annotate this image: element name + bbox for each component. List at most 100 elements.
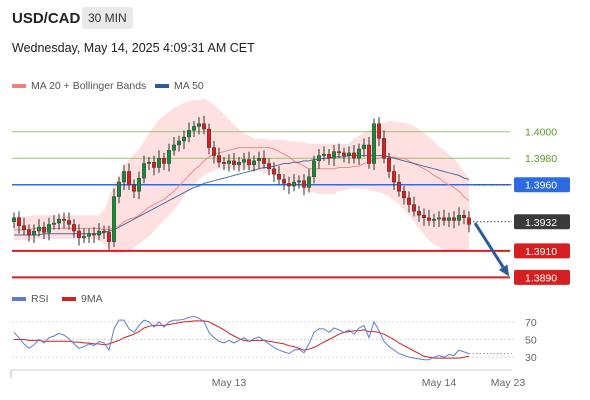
candle xyxy=(367,137,372,169)
candle xyxy=(307,168,312,193)
candle-body xyxy=(76,230,81,238)
candle xyxy=(116,176,121,204)
candle-body xyxy=(407,197,412,205)
candle-body xyxy=(62,218,67,221)
ma20-line xyxy=(14,147,470,231)
candle-body xyxy=(241,159,246,163)
rsi-tick-label: 70 xyxy=(525,317,537,329)
candle xyxy=(447,212,452,228)
candle-body xyxy=(166,150,171,164)
candle-body xyxy=(186,130,191,138)
candle-body xyxy=(86,233,91,237)
rsi-panel: 70 50 30 xyxy=(12,315,537,364)
candle xyxy=(186,122,191,143)
candle xyxy=(161,152,166,171)
candle xyxy=(106,225,111,250)
candle xyxy=(312,155,317,184)
candle-body xyxy=(91,233,96,236)
candle xyxy=(91,227,96,243)
candle-body xyxy=(447,217,452,221)
candle xyxy=(206,123,211,155)
rsi-tick-label: 50 xyxy=(525,335,537,347)
candles xyxy=(11,115,472,250)
candle-body xyxy=(377,123,382,139)
candle xyxy=(332,144,337,167)
candle-body xyxy=(327,154,332,159)
candle-body xyxy=(382,138,387,159)
candle-body xyxy=(452,217,457,221)
candle-body xyxy=(412,204,417,212)
candle-body xyxy=(367,144,372,164)
candle-body xyxy=(226,160,231,164)
candle xyxy=(402,186,407,205)
candle xyxy=(417,205,422,222)
candle xyxy=(347,146,352,164)
candle-body xyxy=(292,181,297,187)
candle xyxy=(81,228,86,243)
candle xyxy=(196,117,201,135)
resistance-label: 1.4000 xyxy=(525,127,557,139)
candle-body xyxy=(442,217,447,221)
datetime-label: Wednesday, May 14, 2025 4:09:31 AM CET xyxy=(12,41,255,55)
legend-ma50: MA 50 xyxy=(155,80,204,92)
candle xyxy=(156,150,161,173)
candle-body xyxy=(42,226,47,233)
candle-body xyxy=(467,217,472,225)
candle xyxy=(57,213,62,230)
candle xyxy=(407,191,412,213)
candle xyxy=(372,118,377,171)
candle xyxy=(22,217,27,236)
support-label: 1.3890 xyxy=(525,272,557,284)
candle xyxy=(362,138,367,157)
candle xyxy=(231,152,236,171)
candle-body xyxy=(312,160,317,177)
x-tick-label: May 23 xyxy=(491,377,526,389)
candle-body xyxy=(211,147,216,156)
candle xyxy=(32,224,37,243)
candle xyxy=(287,176,292,194)
candle-body xyxy=(251,160,256,166)
candle-body xyxy=(362,144,367,150)
candle xyxy=(141,155,146,184)
candle-body xyxy=(462,214,467,219)
candle xyxy=(11,212,16,229)
candle xyxy=(146,156,151,171)
candle xyxy=(432,213,437,228)
candle-body xyxy=(141,163,146,179)
x-tick-label: May 14 xyxy=(422,377,457,389)
candle-body xyxy=(342,152,347,156)
candle xyxy=(236,156,241,172)
support-label-box xyxy=(514,243,570,259)
candle-body xyxy=(11,217,16,222)
candle xyxy=(226,154,231,172)
candle-body xyxy=(322,154,327,156)
timeframe-button[interactable]: 30 MIN xyxy=(82,7,133,29)
candle xyxy=(437,211,442,228)
candle-body xyxy=(171,144,176,151)
candle xyxy=(62,212,67,229)
candle-body xyxy=(267,163,272,170)
candle-body xyxy=(432,218,437,221)
candle xyxy=(221,156,226,171)
support-label-box xyxy=(514,269,570,285)
candle xyxy=(357,143,362,165)
legend-9ma-swatch xyxy=(62,297,76,301)
candle-body xyxy=(422,214,427,219)
candle xyxy=(352,144,357,164)
candle-body xyxy=(37,226,42,232)
candle-body xyxy=(347,152,352,156)
candle-body xyxy=(236,161,241,166)
candle-body xyxy=(131,184,136,192)
candle-body xyxy=(352,152,357,159)
candle-body xyxy=(221,161,226,164)
candle xyxy=(136,171,141,200)
candle-body xyxy=(317,155,322,162)
candle-body xyxy=(151,161,156,168)
candle xyxy=(322,146,327,161)
bollinger-bands xyxy=(14,98,469,254)
candle-body xyxy=(201,123,206,130)
rsi-tick-label: 30 xyxy=(525,352,537,364)
legend-rsi: RSI xyxy=(12,293,49,305)
candle xyxy=(166,143,171,172)
